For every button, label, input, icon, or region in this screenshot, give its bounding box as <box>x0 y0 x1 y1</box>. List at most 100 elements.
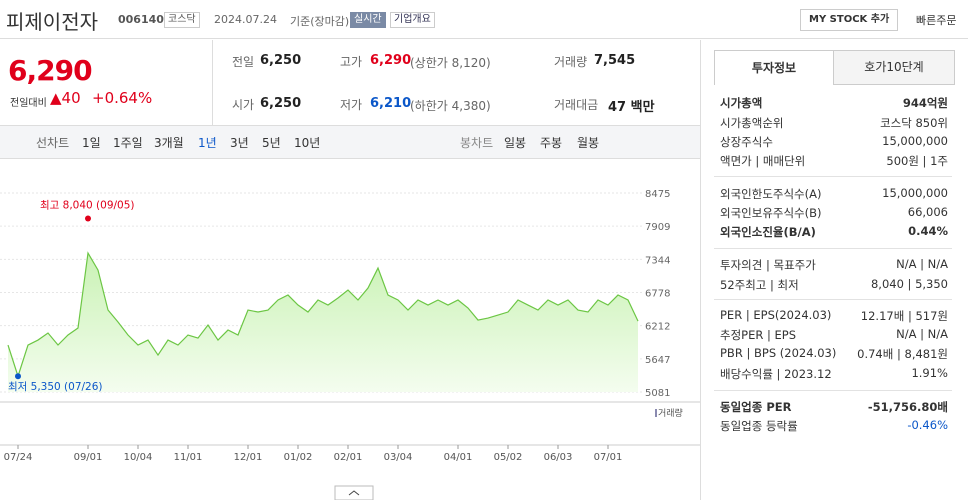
period-tab[interactable]: 1주일 <box>113 136 143 150</box>
stat-label: 고가 <box>340 55 363 69</box>
stat-sub: (상한가 8,120) <box>410 56 491 70</box>
info-row: PBR | BPS (2024.03) 0.74배 | 8,481원 <box>720 346 948 364</box>
collapse-icon <box>348 490 360 496</box>
quick-order[interactable]: 빠른주문 <box>916 14 957 27</box>
divider <box>700 40 701 500</box>
market-badge: 코스닥 <box>164 12 200 28</box>
info-label: 시가총액 <box>720 96 763 110</box>
collapse-button[interactable] <box>334 485 374 500</box>
info-value: 코스닥 850위 <box>880 116 948 130</box>
candle-tab[interactable]: 일봉 <box>504 136 527 150</box>
info-value: 944억원 <box>902 96 948 110</box>
info-row: PER | EPS(2024.03) 12.17배 | 517원 <box>720 308 948 326</box>
period-tab[interactable]: 1일 <box>82 136 101 150</box>
separator <box>714 176 952 177</box>
x-tick-label: 12/01 <box>234 452 263 463</box>
separator <box>714 299 952 300</box>
stock-name: 피제이전자 <box>6 10 98 34</box>
divider <box>212 40 213 125</box>
period-tab[interactable]: 5년 <box>262 136 281 150</box>
info-row: 외국인소진율(B/A) 0.44% <box>720 224 948 242</box>
stat-value: 6,290 <box>370 53 412 68</box>
info-value: 66,006 <box>907 205 948 219</box>
company-info-button[interactable]: 기업개요 <box>390 12 435 28</box>
info-label: 외국인보유주식수(B) <box>720 206 822 220</box>
change-pct: +0.64% <box>92 89 153 107</box>
info-row: 시가총액 944억원 <box>720 95 948 113</box>
volume-legend <box>655 409 657 417</box>
y-tick-label: 8475 <box>645 189 670 200</box>
stat-label: 시가 <box>232 98 255 112</box>
info-value: 1.91% <box>911 366 948 380</box>
info-value: 0.44% <box>908 224 948 238</box>
y-tick-label: 5647 <box>645 355 670 366</box>
realtime-button[interactable]: 실시간 <box>350 12 386 28</box>
x-tick-label: 05/02 <box>494 452 523 463</box>
info-label: 외국인한도주식수(A) <box>720 187 822 201</box>
info-row: 액면가 | 매매단위 500원 | 1주 <box>720 153 948 171</box>
tab[interactable]: 호가10단계 <box>833 50 955 85</box>
info-row: 배당수익률 | 2023.12 1.91% <box>720 366 948 384</box>
info-label: 시가총액순위 <box>720 116 784 130</box>
info-value: -51,756.80배 <box>867 400 948 414</box>
stat-value: 7,545 <box>594 53 636 68</box>
info-row: 투자의견 | 목표주가 N/A | N/A <box>720 257 948 275</box>
divider <box>0 38 968 39</box>
info-row: 시가총액순위 코스닥 850위 <box>720 115 948 133</box>
info-value: 500원 | 1주 <box>886 154 948 168</box>
change-value: 40 <box>61 89 81 107</box>
info-label: 동일업종 등락률 <box>720 419 798 433</box>
y-tick-label: 7909 <box>645 222 670 233</box>
info-label: 외국인소진율(B/A) <box>720 225 816 239</box>
x-tick-label: 07/01 <box>594 452 623 463</box>
x-tick-label: 09/01 <box>74 452 103 463</box>
my-stock-button[interactable]: MY STOCK 추가 <box>800 9 899 31</box>
info-row: 추정PER | EPS N/A | N/A <box>720 327 948 345</box>
period-tab[interactable]: 3개월 <box>154 136 184 150</box>
info-value: 15,000,000 <box>882 186 948 200</box>
info-value: N/A | N/A <box>896 327 948 341</box>
x-tick-label: 04/01 <box>444 452 473 463</box>
annotation-dot <box>85 215 91 222</box>
y-tick-label: 6778 <box>645 289 670 300</box>
info-label: 액면가 | 매매단위 <box>720 154 806 168</box>
period-tab[interactable]: 10년 <box>294 136 321 150</box>
change-label: 전일대비 <box>10 98 47 109</box>
info-value: 0.74배 | 8,481원 <box>857 347 948 361</box>
x-tick-label: 07/24 <box>4 452 33 463</box>
period-tab[interactable]: 3년 <box>230 136 249 150</box>
basis: 기준(장마감) <box>290 15 350 28</box>
candle-tab[interactable]: 주봉 <box>540 136 563 150</box>
x-tick-label: 01/02 <box>284 452 313 463</box>
stat-label: 거래량 <box>554 55 588 69</box>
annotation-dot <box>15 373 21 380</box>
period-tab[interactable]: 1년 <box>198 136 217 150</box>
info-row: 상장주식수 15,000,000 <box>720 134 948 152</box>
info-value: 15,000,000 <box>882 134 948 148</box>
info-label: 동일업종 PER <box>720 400 792 414</box>
change: ▲40 <box>50 89 81 107</box>
y-tick-label: 6212 <box>645 322 670 333</box>
volume-label: 거래량 <box>658 407 683 419</box>
info-row: 외국인보유주식수(B) 66,006 <box>720 205 948 223</box>
x-tick-label: 11/01 <box>174 452 203 463</box>
stat-value: 6,250 <box>260 53 302 68</box>
info-row: 외국인한도주식수(A) 15,000,000 <box>720 186 948 204</box>
candle-tab[interactable]: 월봉 <box>577 136 600 150</box>
info-value: -0.46% <box>907 418 948 432</box>
x-tick-label: 10/04 <box>124 452 153 463</box>
stat-label: 전일 <box>232 55 255 69</box>
period-bar <box>0 125 700 159</box>
date: 2024.07.24 <box>214 13 277 26</box>
separator <box>714 390 952 391</box>
stat-label: 저가 <box>340 98 363 112</box>
annotation: 최저 5,350 (07/26) <box>8 381 103 393</box>
tab[interactable]: 투자정보 <box>714 50 834 85</box>
info-value: N/A | N/A <box>896 257 948 271</box>
info-label: 52주최고 | 최저 <box>720 278 799 292</box>
stat-label: 거래대금 <box>554 98 599 112</box>
y-tick-label: 5081 <box>645 388 670 399</box>
info-label: 배당수익률 | 2023.12 <box>720 367 832 381</box>
annotation: 최고 8,040 (09/05) <box>40 200 135 212</box>
